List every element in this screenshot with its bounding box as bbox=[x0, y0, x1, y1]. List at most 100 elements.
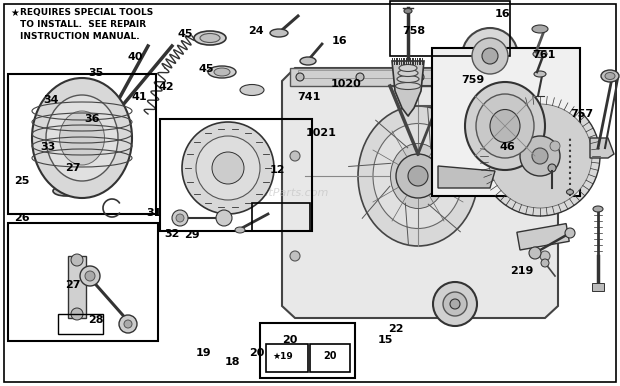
Text: 758: 758 bbox=[434, 52, 457, 62]
Circle shape bbox=[71, 254, 83, 266]
Text: eReplacementParts.com: eReplacementParts.com bbox=[192, 188, 329, 198]
Text: 19: 19 bbox=[195, 348, 211, 358]
Text: 759: 759 bbox=[461, 75, 484, 85]
Text: 27: 27 bbox=[66, 280, 81, 290]
Text: 761: 761 bbox=[533, 50, 556, 60]
Text: 34: 34 bbox=[43, 95, 58, 105]
Ellipse shape bbox=[490, 110, 520, 142]
Text: 757: 757 bbox=[570, 109, 593, 119]
Text: 31: 31 bbox=[146, 208, 161, 218]
Circle shape bbox=[396, 154, 440, 198]
Text: 45: 45 bbox=[198, 64, 213, 74]
Text: 16: 16 bbox=[332, 36, 348, 46]
Text: 12: 12 bbox=[270, 165, 285, 175]
Text: TO INSTALL.  SEE REPAIR: TO INSTALL. SEE REPAIR bbox=[20, 20, 146, 29]
Text: 36: 36 bbox=[84, 114, 99, 124]
Ellipse shape bbox=[404, 8, 412, 14]
Bar bbox=[517, 223, 569, 250]
Ellipse shape bbox=[532, 25, 548, 33]
Text: 35: 35 bbox=[89, 68, 104, 78]
Bar bbox=[432, 48, 580, 196]
Circle shape bbox=[548, 164, 556, 172]
Ellipse shape bbox=[373, 124, 463, 229]
Circle shape bbox=[416, 73, 424, 81]
Ellipse shape bbox=[391, 144, 446, 208]
Ellipse shape bbox=[476, 94, 534, 158]
Circle shape bbox=[540, 251, 550, 261]
Text: 20: 20 bbox=[323, 351, 337, 361]
Ellipse shape bbox=[53, 186, 79, 196]
Circle shape bbox=[80, 266, 100, 286]
Text: 15: 15 bbox=[378, 335, 393, 345]
Ellipse shape bbox=[397, 76, 419, 83]
Text: 42: 42 bbox=[158, 82, 174, 92]
Ellipse shape bbox=[60, 111, 105, 165]
Circle shape bbox=[541, 259, 549, 267]
Ellipse shape bbox=[567, 190, 574, 195]
Circle shape bbox=[212, 152, 244, 184]
Circle shape bbox=[290, 251, 300, 261]
Bar bbox=[8, 223, 158, 341]
Text: 33: 33 bbox=[41, 142, 56, 152]
Bar bbox=[266, 344, 308, 372]
Text: ★: ★ bbox=[10, 8, 19, 18]
Bar bbox=[390, 1, 510, 56]
Bar bbox=[58, 314, 103, 334]
Ellipse shape bbox=[399, 64, 417, 71]
Ellipse shape bbox=[64, 153, 92, 163]
Circle shape bbox=[462, 28, 518, 84]
Circle shape bbox=[356, 73, 364, 81]
Circle shape bbox=[550, 141, 560, 151]
Circle shape bbox=[529, 247, 541, 259]
Ellipse shape bbox=[605, 73, 615, 80]
Text: 20: 20 bbox=[283, 335, 298, 345]
Circle shape bbox=[488, 104, 592, 208]
Bar bbox=[592, 283, 604, 291]
Text: INSTRUCTION MANUAL.: INSTRUCTION MANUAL. bbox=[20, 32, 140, 41]
Circle shape bbox=[172, 210, 188, 226]
Circle shape bbox=[520, 136, 560, 176]
Text: ★19: ★19 bbox=[272, 352, 293, 361]
Circle shape bbox=[290, 151, 300, 161]
Circle shape bbox=[450, 299, 460, 309]
Bar bbox=[68, 256, 86, 318]
Circle shape bbox=[119, 315, 137, 333]
Polygon shape bbox=[590, 138, 614, 158]
Text: 16: 16 bbox=[494, 9, 510, 19]
Text: 219: 219 bbox=[510, 266, 534, 276]
Ellipse shape bbox=[398, 69, 418, 76]
Bar bbox=[8, 74, 156, 214]
Text: 22: 22 bbox=[388, 324, 403, 334]
Circle shape bbox=[296, 73, 304, 81]
Bar bbox=[260, 323, 355, 378]
Ellipse shape bbox=[396, 83, 420, 90]
Circle shape bbox=[480, 96, 600, 216]
Circle shape bbox=[443, 292, 467, 316]
Text: 741: 741 bbox=[297, 92, 321, 102]
Ellipse shape bbox=[214, 68, 230, 76]
Bar bbox=[310, 344, 350, 372]
Bar bbox=[252, 203, 310, 231]
Text: 45: 45 bbox=[177, 29, 192, 39]
Polygon shape bbox=[438, 166, 495, 188]
Bar bbox=[290, 68, 550, 86]
Ellipse shape bbox=[465, 82, 545, 170]
Circle shape bbox=[176, 214, 184, 222]
Circle shape bbox=[182, 122, 274, 214]
Circle shape bbox=[124, 320, 132, 328]
Ellipse shape bbox=[300, 57, 316, 65]
Circle shape bbox=[433, 282, 477, 326]
Ellipse shape bbox=[601, 70, 619, 82]
Text: 32: 32 bbox=[165, 229, 180, 239]
Text: 41: 41 bbox=[131, 92, 148, 102]
Circle shape bbox=[85, 271, 95, 281]
Ellipse shape bbox=[270, 29, 288, 37]
Ellipse shape bbox=[200, 34, 220, 42]
Circle shape bbox=[71, 308, 83, 320]
Circle shape bbox=[531, 73, 539, 81]
Bar bbox=[160, 119, 312, 231]
Circle shape bbox=[532, 148, 548, 164]
Text: 758: 758 bbox=[402, 26, 426, 36]
Text: 40: 40 bbox=[128, 52, 143, 62]
Ellipse shape bbox=[534, 71, 546, 77]
